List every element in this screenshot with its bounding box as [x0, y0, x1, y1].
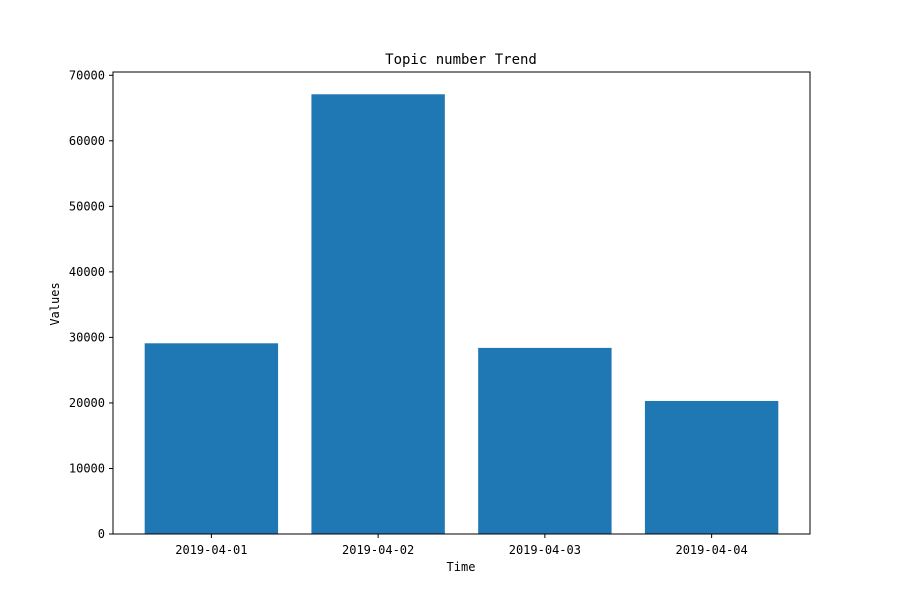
x-tick-label: 2019-04-03 [509, 543, 581, 557]
y-tick-label: 40000 [69, 265, 105, 279]
bars-group [144, 94, 779, 534]
y-tick-label: 60000 [69, 134, 105, 148]
bar-2019-04-04 [644, 400, 779, 534]
bar-2019-04-03 [478, 347, 612, 534]
y-axis-label: Values [48, 282, 62, 325]
x-tick-label: 2019-04-01 [175, 543, 247, 557]
y-axis-ticks: 0 10000 20000 30000 40000 50000 60000 70000 [69, 68, 113, 541]
y-tick-label: 10000 [69, 461, 105, 475]
x-tick-label: 2019-04-02 [342, 543, 414, 557]
y-tick-label: 20000 [69, 396, 105, 410]
y-tick-label: 50000 [69, 199, 105, 213]
bar-2019-04-02 [311, 94, 445, 534]
plot-area-frame [112, 71, 811, 535]
chart-title: Topic number Trend [385, 52, 537, 68]
y-tick-label: 70000 [69, 68, 105, 82]
x-tick-label: 2019-04-04 [675, 543, 747, 557]
y-tick-label: 30000 [69, 330, 105, 344]
y-tick-label: 0 [98, 527, 105, 541]
x-axis-label: Time [447, 560, 476, 574]
bar-2019-04-01 [144, 343, 279, 534]
x-axis-ticks: 2019-04-01 2019-04-02 2019-04-03 2019-04-04 [175, 534, 748, 557]
